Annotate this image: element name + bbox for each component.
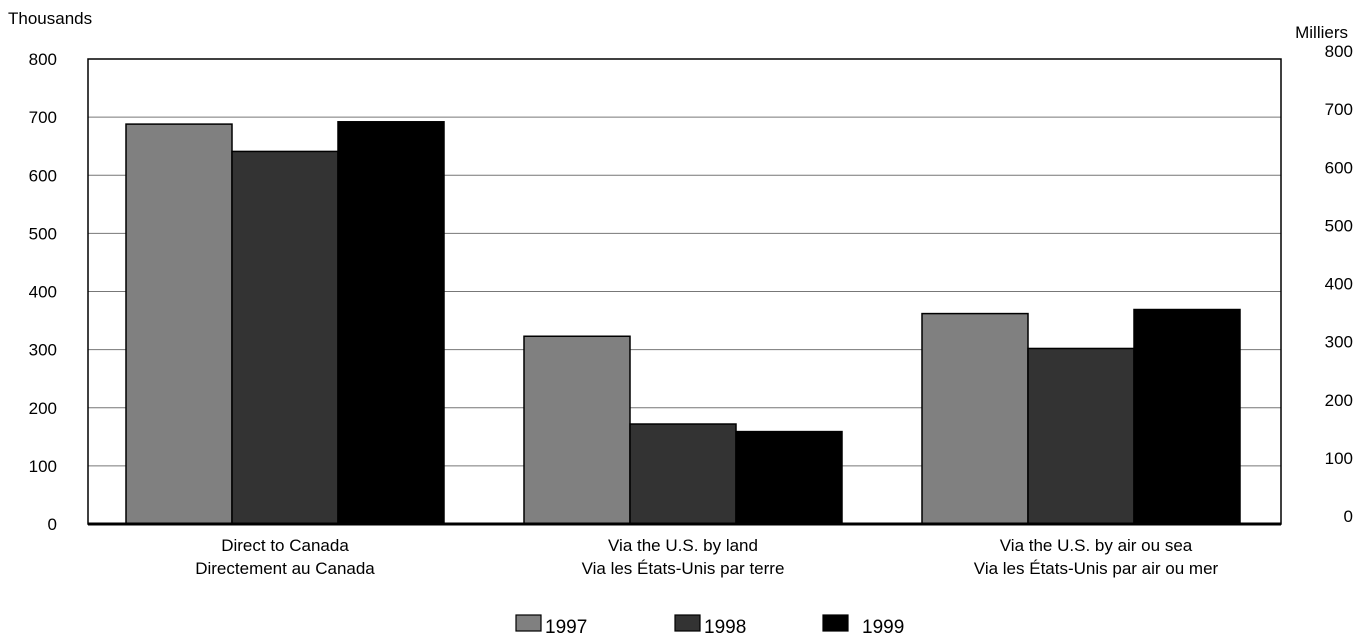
y-tick-label-left: 500 <box>29 224 57 243</box>
legend-label-1999: 1999 <box>862 617 904 634</box>
y-tick-label-left: 0 <box>48 515 57 534</box>
y-tick-label-left: 700 <box>29 108 57 127</box>
legend: 1997 1998 1999 <box>515 614 904 634</box>
y-tick-label-left: 300 <box>29 341 57 360</box>
bar-1998-cat-2 <box>1027 347 1135 525</box>
bars <box>125 121 1241 525</box>
category-label-en: Via the U.S. by land <box>608 536 758 555</box>
legend-swatch-1998 <box>674 614 701 632</box>
y-tick-label-left: 600 <box>29 166 57 185</box>
legend-swatch-1997 <box>515 614 542 632</box>
y-tick-label-right: 200 <box>1325 391 1353 410</box>
category-label-fr: Directement au Canada <box>195 559 375 578</box>
y-axis-label-left: Thousands <box>8 9 92 28</box>
category-label-fr: Via les États-Unis par terre <box>582 559 785 578</box>
legend-label-1998: 1998 <box>704 617 746 634</box>
y-ticks-left: 0 100 200 300 400 500 600 700 800 <box>29 50 57 534</box>
y-ticks-right: 0 100 200 300 400 500 600 700 800 <box>1325 42 1353 526</box>
category-label-fr: Via les États-Unis par air ou mer <box>974 559 1219 578</box>
y-tick-label-left: 800 <box>29 50 57 69</box>
y-tick-label-left: 100 <box>29 457 57 476</box>
bar-1998-cat-1 <box>629 423 737 525</box>
y-tick-label-left: 200 <box>29 399 57 418</box>
y-tick-label-right: 500 <box>1325 216 1353 235</box>
bar-1997-cat-2 <box>921 312 1029 525</box>
legend-swatch-1999 <box>822 614 849 632</box>
category-label-en: Via the U.S. by air ou sea <box>1000 536 1193 555</box>
bar-1999-cat-2 <box>1133 308 1241 525</box>
y-tick-label-right: 700 <box>1325 100 1353 119</box>
y-tick-label-right: 800 <box>1325 42 1353 61</box>
y-tick-label-right: 400 <box>1325 275 1353 294</box>
bar-1998-cat-0 <box>231 150 339 525</box>
y-tick-label-left: 400 <box>29 283 57 302</box>
y-tick-label-right: 600 <box>1325 158 1353 177</box>
legend-label-1997: 1997 <box>545 617 587 634</box>
bar-1997-cat-0 <box>125 123 233 525</box>
bar-1997-cat-1 <box>523 335 631 525</box>
y-tick-label-right: 0 <box>1344 507 1353 526</box>
bar-1999-cat-0 <box>337 121 445 525</box>
y-tick-label-right: 100 <box>1325 449 1353 468</box>
bar-1999-cat-1 <box>735 430 843 525</box>
y-tick-label-right: 300 <box>1325 333 1353 352</box>
y-axis-label-right: Milliers <box>1295 23 1348 42</box>
category-label-en: Direct to Canada <box>221 536 349 555</box>
category-labels: Direct to Canada Directement au Canada Via… <box>195 536 1218 578</box>
